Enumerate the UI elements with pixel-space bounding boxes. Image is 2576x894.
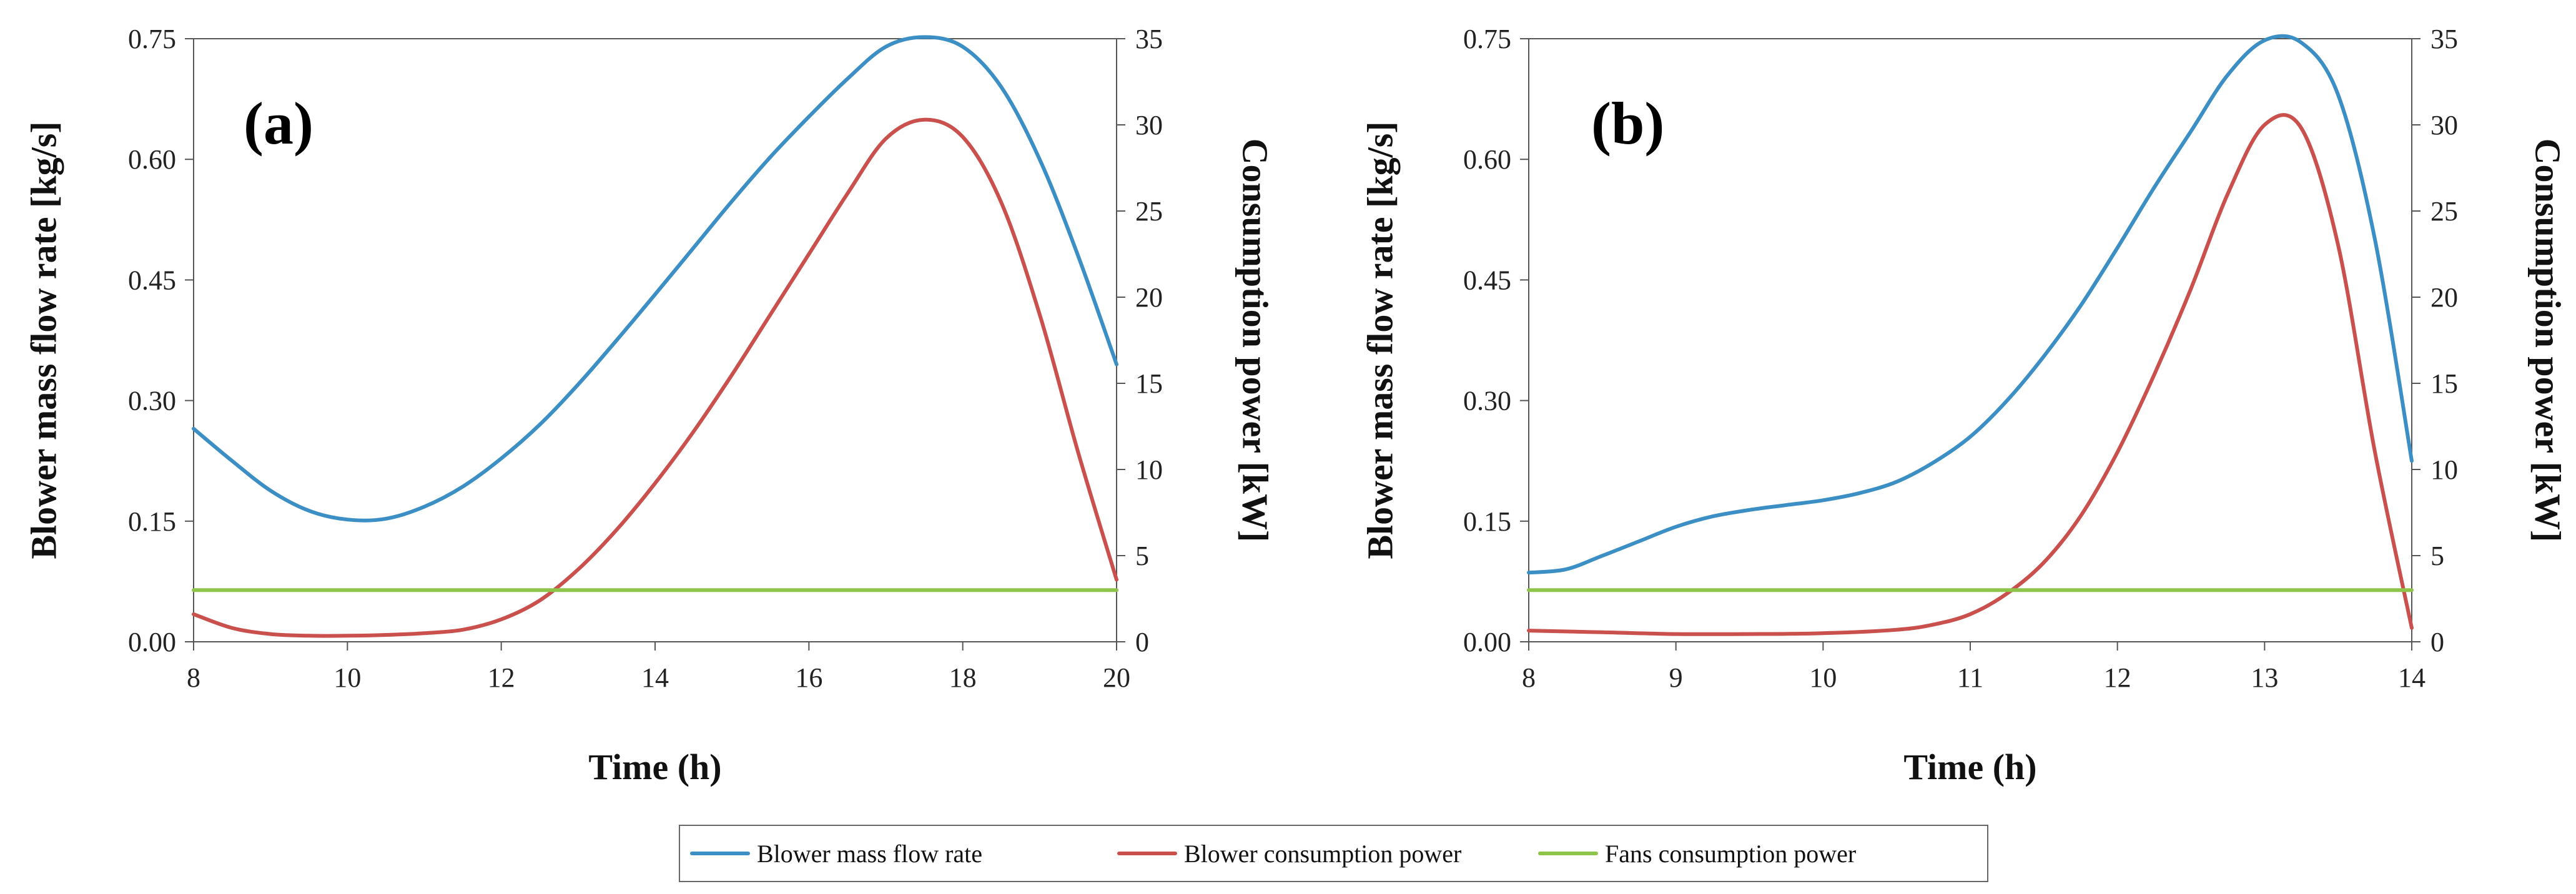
y-axis-title: Blower mass flow rate [kg/s]	[1360, 121, 1401, 559]
y-tick-label: 0.60	[1463, 144, 1511, 175]
x-tick-label: 13	[2251, 662, 2278, 693]
series-line-blower-consumption-power	[1527, 113, 2414, 636]
panel-label: (b)	[1591, 90, 1664, 157]
y2-tick-label: 35	[2430, 24, 2458, 54]
y2-tick-label: 25	[1135, 196, 1163, 227]
series-line-blower-mass-flow-rate	[192, 35, 1118, 523]
y-tick-label: 0.15	[128, 506, 176, 537]
y2-tick-label: 30	[2430, 110, 2458, 140]
chart-panel-a: 8 10 12 14 16 18 20 0.00 0.15 0.30 0.45 0.60 0.75 0 5 1…	[24, 24, 1276, 787]
x-tick-label: 18	[949, 662, 977, 693]
x-tick-label: 16	[795, 662, 822, 693]
series-line-blower-mass-flow-rate	[1527, 34, 2414, 575]
y2-tick-label: 5	[1135, 541, 1149, 571]
legend-entry-label: Blower mass flow rate	[757, 840, 982, 868]
y2-tick-label: 15	[2430, 368, 2458, 399]
chart-panel-b: 8 9 10 11 12 13 14 0.00 0.15 0.30 0.45 0.60 0.75 0 5 10…	[1360, 24, 2569, 787]
x-axis-title: Time (h)	[588, 747, 721, 787]
y2-axis-title: Consumption power [kW]	[1235, 139, 1276, 543]
y2-axis-title: Consumption power [kW]	[2528, 139, 2569, 543]
x-tick-label: 10	[333, 662, 361, 693]
x-tick-label: 12	[2104, 662, 2131, 693]
y-tick-label: 0.30	[128, 386, 176, 416]
legend-entry-label: Blower consumption power	[1184, 840, 1461, 868]
y-tick-label: 0.00	[128, 627, 176, 657]
x-tick-label: 10	[1809, 662, 1837, 693]
series-line-blower-consumption-power	[192, 117, 1118, 638]
x-tick-label: 12	[488, 662, 515, 693]
x-tick-label: 14	[641, 662, 669, 693]
y2-tick-label: 10	[1135, 454, 1163, 485]
y-tick-label: 0.45	[128, 265, 176, 295]
x-tick-label: 14	[2398, 662, 2425, 693]
legend-entry-label: Fans consumption power	[1605, 840, 1856, 868]
legend: Blower mass flow rate Blower consumption …	[679, 825, 1988, 882]
y-axis-title: Blower mass flow rate [kg/s]	[24, 121, 64, 559]
y2-tick-label: 0	[2430, 627, 2444, 657]
y2-tick-label: 20	[2430, 282, 2458, 313]
y2-tick-label: 35	[1135, 24, 1163, 54]
y-tick-label: 0.30	[1463, 386, 1511, 416]
y-tick-label: 0.75	[128, 24, 176, 54]
x-tick-label: 11	[1957, 662, 1983, 693]
y2-tick-label: 5	[2430, 541, 2444, 571]
y2-tick-label: 15	[1135, 368, 1163, 399]
x-tick-label: 9	[1669, 662, 1683, 693]
y2-tick-label: 0	[1135, 627, 1149, 657]
x-tick-label: 8	[187, 662, 200, 693]
y-tick-label: 0.15	[1463, 506, 1511, 537]
y2-tick-label: 25	[2430, 196, 2458, 227]
y2-tick-label: 30	[1135, 110, 1163, 140]
y-tick-label: 0.60	[128, 144, 176, 175]
x-axis-title: Time (h)	[1903, 747, 2036, 787]
y-tick-label: 0.75	[1463, 24, 1511, 54]
legend-box	[679, 825, 1988, 882]
y2-tick-label: 10	[2430, 454, 2458, 485]
y-tick-label: 0.45	[1463, 265, 1511, 295]
panel-label: (a)	[244, 90, 313, 157]
y-tick-label: 0.00	[1463, 627, 1511, 657]
y2-tick-label: 20	[1135, 282, 1163, 313]
x-tick-label: 8	[1522, 662, 1536, 693]
x-tick-label: 20	[1103, 662, 1130, 693]
